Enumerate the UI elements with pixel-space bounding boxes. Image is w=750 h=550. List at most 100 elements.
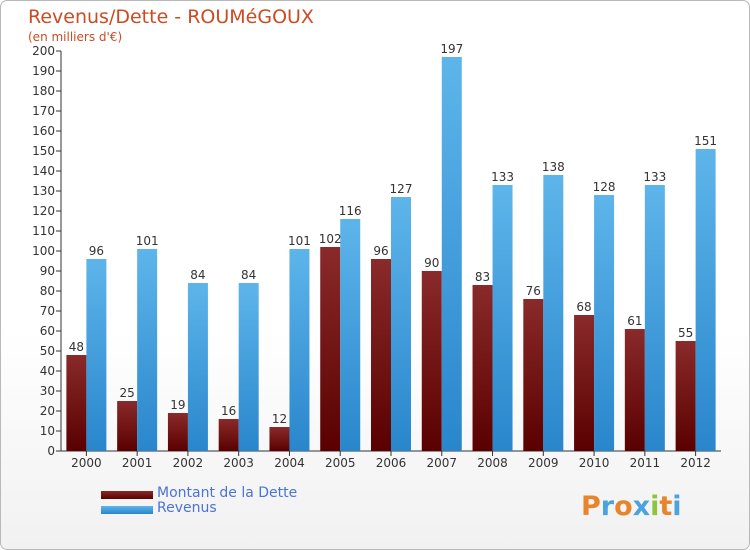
bar-revenus <box>289 249 310 451</box>
x-tick-label: 2008 <box>477 456 508 470</box>
bar-revenus <box>238 283 259 451</box>
logo-letter: t <box>659 491 673 522</box>
logo-letter: i <box>672 491 682 522</box>
bar-dette <box>574 315 595 451</box>
proxiti-logo: Proxiti <box>581 491 682 522</box>
data-label-dette: 96 <box>373 244 388 258</box>
bar-revenus <box>695 149 716 451</box>
y-tick-label: 180 <box>32 84 55 98</box>
y-tick-label: 200 <box>32 44 55 58</box>
logo-letter: r <box>600 491 615 522</box>
y-tick-label: 160 <box>32 124 55 138</box>
logo-letter: o <box>614 491 633 522</box>
x-tick-label: 2002 <box>173 456 204 470</box>
bar-dette <box>320 247 341 451</box>
data-label-dette: 55 <box>678 326 693 340</box>
data-label-revenus: 128 <box>593 180 616 194</box>
y-tick-label: 0 <box>47 444 55 458</box>
bar-dette <box>167 413 188 451</box>
chart-title: Revenus/Dette - ROUMéGOUX <box>28 6 314 28</box>
bar-revenus <box>441 57 462 451</box>
data-label-revenus: 127 <box>390 182 413 196</box>
y-tick-label: 40 <box>40 364 55 378</box>
data-label-dette: 16 <box>221 404 236 418</box>
data-label-revenus: 101 <box>288 234 311 248</box>
data-label-dette: 61 <box>627 314 642 328</box>
x-tick-label: 2004 <box>274 456 305 470</box>
data-label-dette: 102 <box>319 232 342 246</box>
data-label-dette: 90 <box>424 256 439 270</box>
logo-letter: i <box>650 491 660 522</box>
data-label-dette: 83 <box>475 270 490 284</box>
legend-label-revenus: Revenus <box>157 500 217 516</box>
data-label-revenus: 96 <box>89 244 104 258</box>
y-tick-label: 110 <box>32 224 55 238</box>
data-label-revenus: 138 <box>542 160 565 174</box>
data-label-revenus: 116 <box>339 204 362 218</box>
bar-revenus <box>137 249 158 451</box>
data-label-revenus: 84 <box>241 268 256 282</box>
x-tick-label: 2007 <box>426 456 457 470</box>
x-tick-label: 2009 <box>528 456 559 470</box>
bar-dette <box>117 401 138 451</box>
bar-dette <box>523 299 544 451</box>
data-label-revenus: 84 <box>190 268 205 282</box>
bar-revenus <box>543 175 564 451</box>
y-tick-label: 190 <box>32 64 55 78</box>
x-tick-label: 2000 <box>71 456 102 470</box>
x-tick-label: 2011 <box>630 456 661 470</box>
y-tick-label: 170 <box>32 104 55 118</box>
y-tick-label: 140 <box>32 164 55 178</box>
bar-dette <box>472 285 493 451</box>
logo-letter: x <box>632 491 651 522</box>
x-tick-label: 2012 <box>680 456 711 470</box>
x-tick-label: 2005 <box>325 456 356 470</box>
bar-dette <box>66 355 87 451</box>
logo-letter: P <box>581 491 601 522</box>
data-label-revenus: 151 <box>694 134 717 148</box>
bar-revenus <box>391 197 411 451</box>
bar-dette <box>269 427 290 451</box>
x-tick-label: 2001 <box>122 456 153 470</box>
y-tick-label: 80 <box>40 284 55 298</box>
data-label-revenus: 101 <box>136 234 159 248</box>
data-label-dette: 12 <box>272 412 287 426</box>
legend-swatch-dette <box>101 491 153 499</box>
bar-revenus <box>492 185 513 451</box>
bar-revenus <box>594 195 615 451</box>
y-tick-label: 150 <box>32 144 55 158</box>
data-label-dette: 76 <box>526 284 541 298</box>
y-tick-label: 70 <box>40 304 55 318</box>
y-tick-label: 100 <box>32 244 55 258</box>
data-label-dette: 68 <box>576 300 591 314</box>
y-tick-label: 120 <box>32 204 55 218</box>
bar-dette <box>624 329 645 451</box>
data-label-revenus: 197 <box>440 42 463 56</box>
x-tick-label: 2003 <box>223 456 254 470</box>
y-tick-label: 130 <box>32 184 55 198</box>
bar-revenus <box>644 185 665 451</box>
y-tick-label: 30 <box>40 384 55 398</box>
data-label-revenus: 133 <box>491 170 514 184</box>
y-tick-label: 90 <box>40 264 55 278</box>
bar-revenus <box>187 283 208 451</box>
data-label-dette: 48 <box>69 340 84 354</box>
y-tick-label: 10 <box>40 424 55 438</box>
data-label-dette: 25 <box>120 386 135 400</box>
bar-revenus <box>340 219 361 451</box>
y-tick-label: 60 <box>40 324 55 338</box>
bar-dette <box>218 419 239 451</box>
bar-dette <box>421 271 442 451</box>
legend-swatch-revenus <box>101 506 153 514</box>
legend-label-dette: Montant de la Dette <box>157 485 298 501</box>
y-tick-label: 20 <box>40 404 55 418</box>
x-tick-label: 2010 <box>579 456 610 470</box>
value-labels: 48 96 25 101 19 84 16 84 12 101 102 116 96 127 90 197 83… <box>69 42 717 426</box>
bars <box>66 57 716 451</box>
bar-revenus <box>86 259 107 451</box>
bar-dette <box>675 341 696 451</box>
x-tick-label: 2006 <box>376 456 407 470</box>
data-label-revenus: 133 <box>643 170 666 184</box>
